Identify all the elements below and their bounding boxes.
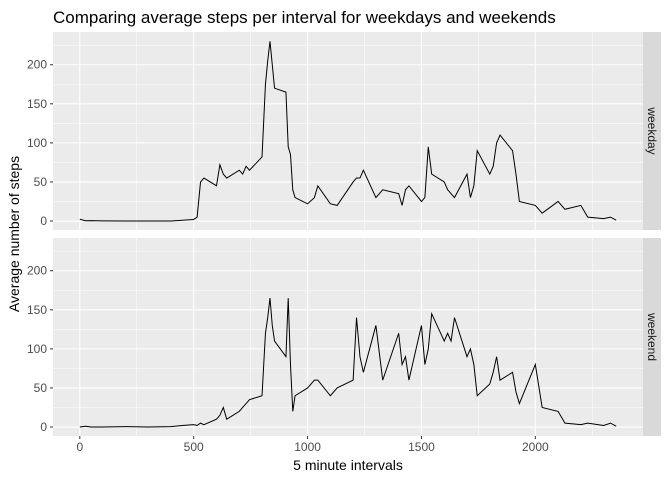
x-tick-label: 2000	[522, 440, 549, 454]
x-tick-label: 0	[76, 440, 83, 454]
line	[79, 298, 617, 428]
y-tick-label: 0	[40, 420, 47, 434]
y-tick-label: 100	[27, 342, 47, 356]
facet-strip	[643, 32, 661, 230]
y-tick-label: 200	[27, 264, 47, 278]
y-tick-label: 0	[40, 214, 47, 228]
y-axis-label: Average number of steps	[6, 156, 22, 312]
line	[79, 41, 617, 222]
facet-label: weekday	[645, 106, 659, 154]
y-tick-label: 150	[27, 97, 47, 111]
x-tick-label: 1000	[294, 440, 321, 454]
x-tick-label: 500	[184, 440, 204, 454]
y-tick-label: 50	[34, 381, 48, 395]
y-tick-label: 100	[27, 136, 47, 150]
y-tick-label: 50	[34, 175, 48, 189]
facet-strip	[643, 238, 661, 436]
facet-label: weekend	[645, 312, 659, 361]
y-tick-label: 200	[27, 58, 47, 72]
panel-background	[53, 238, 643, 436]
x-axis-label: 5 minute intervals	[293, 457, 403, 473]
chart-title: Comparing average steps per interval for…	[53, 8, 556, 27]
panel-background	[53, 32, 643, 230]
x-tick-label: 1500	[408, 440, 435, 454]
y-tick-label: 150	[27, 303, 47, 317]
